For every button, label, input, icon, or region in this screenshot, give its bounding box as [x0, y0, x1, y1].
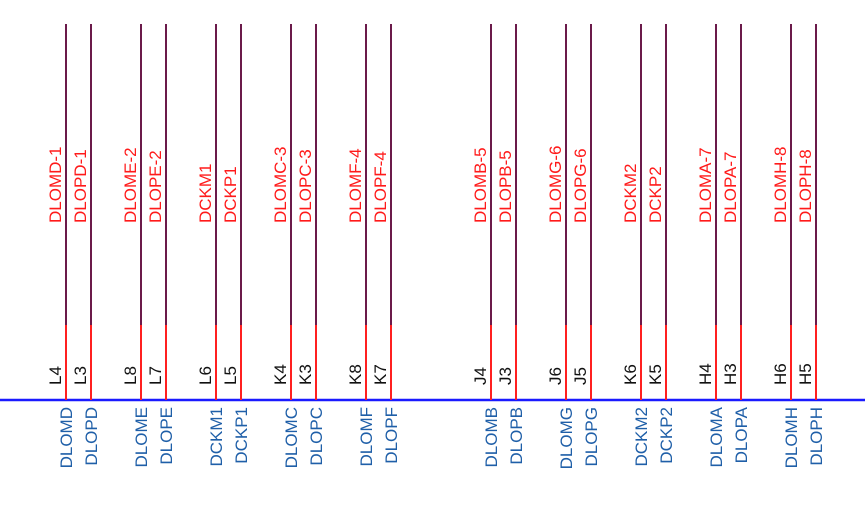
wire-pair-group: DCKM2 K6 DCKM2 DCKP2 K5 DCKP2 — [621, 24, 676, 467]
wire-pair-group: DLOMB-5 J4 DLOMB DLOPB-5 J3 DLOPB — [471, 24, 526, 467]
bus-label: DLOMC — [282, 407, 301, 468]
pin-label: J6 — [546, 367, 565, 385]
bus-label: DLOPD — [82, 407, 101, 466]
net-label: DLOPG-6 — [571, 148, 590, 223]
pin-label: L7 — [146, 366, 165, 385]
pin-label: J4 — [471, 367, 490, 385]
net-label: DLOMC-3 — [271, 146, 290, 223]
net-label: DCKP2 — [646, 166, 665, 223]
bus-label: DLOMD — [57, 407, 76, 468]
wire-pair-group: DLOMD-1 L4 DLOMD DLOPD-1 L3 DLOPD — [46, 24, 101, 468]
pin-label: J3 — [496, 367, 515, 385]
net-label: DLOMG-6 — [546, 146, 565, 223]
net-label: DCKM1 — [196, 163, 215, 223]
bus-label: DLOMG — [557, 407, 576, 469]
pin-label: L4 — [46, 366, 65, 385]
net-label: DLOPD-1 — [71, 149, 90, 223]
net-label: DLOPA-7 — [721, 152, 740, 224]
bus-label: DLOMB — [482, 407, 501, 467]
net-label: DLOMH-8 — [771, 146, 790, 223]
wire-pair-group: DLOMA-7 H4 DLOMA DLOPA-7 H3 DLOPA — [696, 24, 751, 467]
net-label: DLOPB-5 — [496, 150, 515, 223]
bus-label: DLOPB — [507, 407, 526, 465]
pin-label: L3 — [71, 366, 90, 385]
bus-label: DLOPE — [157, 407, 176, 465]
net-label: DLOPC-3 — [296, 149, 315, 223]
net-label: DLOMB-5 — [471, 147, 490, 223]
pin-label: K6 — [621, 364, 640, 385]
net-label: DLOMF-4 — [346, 148, 365, 223]
pin-label: L6 — [196, 366, 215, 385]
wire-pair-group: DLOMC-3 K4 DLOMC DLOPC-3 K3 DLOPC — [271, 24, 326, 468]
net-label: DCKP1 — [221, 166, 240, 223]
bus-label: DLOPG — [582, 407, 601, 467]
pin-label: K7 — [371, 364, 390, 385]
bus-label: DLOME — [132, 407, 151, 467]
pin-label: K5 — [646, 364, 665, 385]
net-label: DLOMA-7 — [696, 147, 715, 223]
pin-label: K3 — [296, 364, 315, 385]
pin-label: L8 — [121, 366, 140, 385]
pin-label: H5 — [796, 363, 815, 385]
net-label: DLOMD-1 — [46, 146, 65, 223]
net-label: DCKM2 — [621, 163, 640, 223]
bus-label: DLOPH — [807, 407, 826, 466]
net-label: DLOME-2 — [121, 147, 140, 223]
bus-label: DLOPF — [382, 407, 401, 464]
bus-label: DLOPA — [732, 406, 751, 463]
bus-label: DLOMF — [357, 407, 376, 467]
wire-pair-group: DCKM1 L6 DCKM1 DCKP1 L5 DCKP1 — [196, 24, 251, 467]
net-label: DLOPF-4 — [371, 151, 390, 223]
bus-label: DLOPC — [307, 407, 326, 466]
bus-label: DCKM1 — [207, 407, 226, 467]
pin-label: H3 — [721, 363, 740, 385]
bus-label: DCKP2 — [657, 407, 676, 464]
wires-layer: DLOMD-1L4DLOMDDLOPD-1L3DLOPDDLOME-2L8DLO… — [46, 24, 826, 469]
pin-label: H4 — [696, 363, 715, 385]
pin-label: H6 — [771, 363, 790, 385]
net-label: DLOPH-8 — [796, 149, 815, 223]
bus-label: DCKP1 — [232, 407, 251, 464]
pin-label: K8 — [346, 364, 365, 385]
pin-label: L5 — [221, 366, 240, 385]
bus-label: DLOMA — [707, 406, 726, 467]
net-label: DLOPE-2 — [146, 150, 165, 223]
pin-label: J5 — [571, 367, 590, 385]
bus-label: DCKM2 — [632, 407, 651, 467]
wire-pair-group: DLOMF-4 K8 DLOMF DLOPF-4 K7 DLOPF — [346, 24, 401, 467]
wire-pair-group: DLOME-2 L8 DLOME DLOPE-2 L7 DLOPE — [121, 24, 176, 467]
pin-label: K4 — [271, 364, 290, 385]
wire-pair-group: DLOMG-6 J6 DLOMG DLOPG-6 J5 DLOPG — [546, 24, 601, 469]
bus-label: DLOMH — [782, 407, 801, 468]
wire-pair-group: DLOMH-8 H6 DLOMH DLOPH-8 H5 DLOPH — [771, 24, 826, 468]
